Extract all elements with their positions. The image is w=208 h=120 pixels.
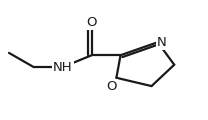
Text: O: O (86, 16, 97, 29)
Text: N: N (157, 36, 167, 49)
Text: O: O (106, 80, 116, 93)
Text: NH: NH (53, 61, 73, 74)
